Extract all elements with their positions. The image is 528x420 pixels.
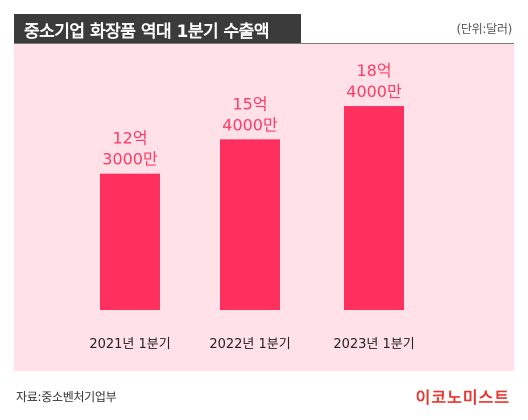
unit-label: (단위:달러) bbox=[456, 22, 513, 36]
bar-1 bbox=[100, 173, 160, 310]
title-divider bbox=[14, 43, 514, 44]
category-label-2: 2022년 1분기 bbox=[209, 337, 290, 352]
source-note: 자료:중소벤처기업부 bbox=[16, 390, 117, 404]
category-label-3: 2023년 1분기 bbox=[333, 337, 414, 352]
bar-chart: 12억 3000만 2021년 1분기 15억 4000만 2022년 1분기 18억 400… bbox=[89, 61, 414, 352]
category-label-1: 2021년 1분기 bbox=[89, 337, 170, 352]
title-bar: 중소기업 화장품 역대 1분기 수출액 bbox=[14, 14, 301, 44]
data-label-2-2: 4000만 bbox=[222, 115, 278, 134]
bar-3 bbox=[344, 106, 404, 310]
chart-title: 중소기업 화장품 역대 1분기 수출액 bbox=[24, 21, 269, 42]
data-label-1-1: 12억 bbox=[112, 129, 147, 148]
data-label-2-1: 15억 bbox=[232, 94, 267, 113]
publisher-logo: 이코노미스트 bbox=[415, 388, 510, 407]
data-label-1-2: 3000만 bbox=[102, 150, 158, 169]
plot-area: 12억 3000만 2021년 1분기 15억 4000만 2022년 1분기 18억 400… bbox=[14, 44, 514, 371]
data-label-3-1: 18억 bbox=[356, 61, 391, 80]
data-label-3-2: 4000만 bbox=[346, 82, 402, 101]
bar-2 bbox=[220, 139, 280, 310]
